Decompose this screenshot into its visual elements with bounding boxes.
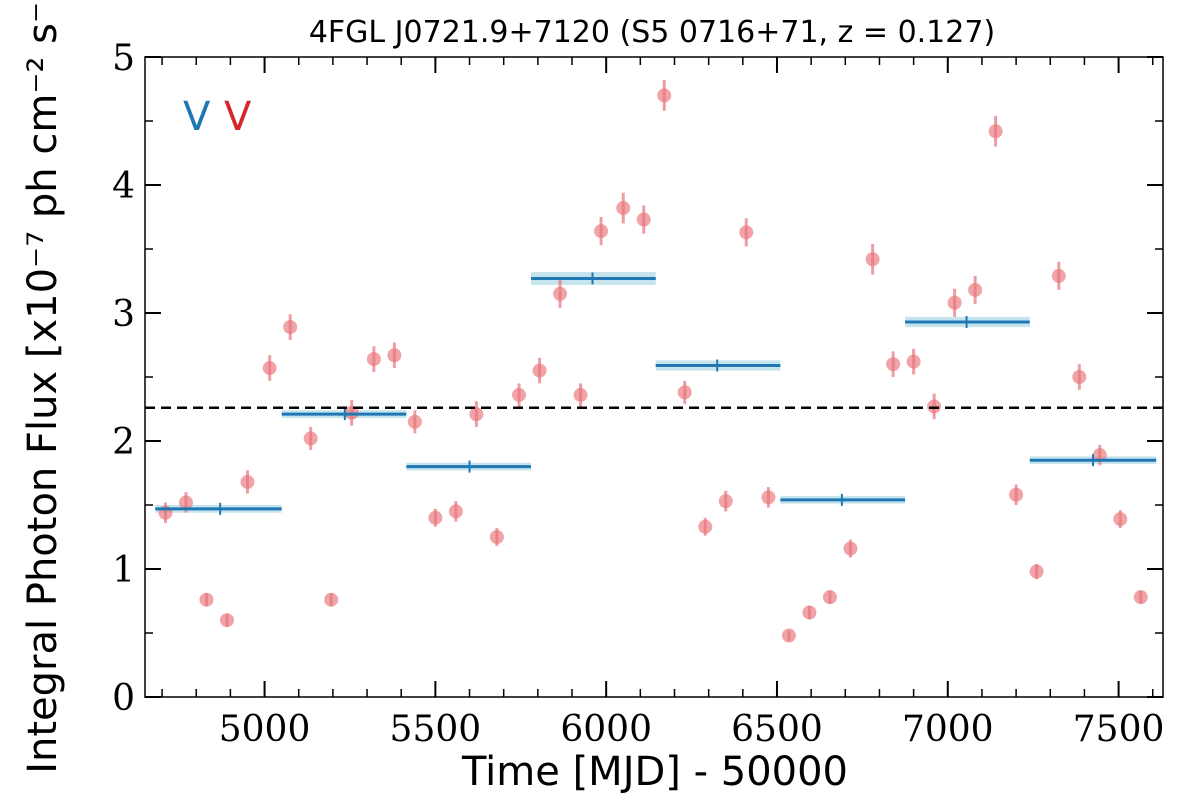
bin-lines-layer (155, 272, 1157, 515)
data-point (553, 286, 568, 301)
data-point (407, 414, 422, 429)
data-point (1092, 448, 1107, 463)
y-tick-label: 5 (112, 38, 135, 79)
legend-entry-blue: V (183, 94, 211, 140)
x-tick-label: 6000 (560, 709, 652, 750)
x-tick-label: 5000 (219, 709, 311, 750)
x-tick-label: 5500 (390, 709, 482, 750)
data-point (448, 504, 463, 519)
data-point (968, 282, 983, 297)
data-point (698, 519, 713, 534)
data-point (303, 431, 318, 446)
data-point (802, 605, 817, 620)
data-point (199, 592, 214, 607)
data-point (677, 385, 692, 400)
data-point (739, 225, 754, 240)
data-point (886, 357, 901, 372)
data-point (283, 320, 298, 335)
data-point (1113, 512, 1128, 527)
data-point (636, 212, 651, 227)
x-tick-label: 7500 (1073, 709, 1165, 750)
x-axis-title: Time [MJD] - 50000 (461, 749, 848, 795)
data-point (324, 592, 339, 607)
axis-ticks-layer (145, 56, 1163, 698)
y-axis-title: Integral Photon Flux [x10⁻⁷ ph cm⁻² s⁻¹] (20, 0, 66, 774)
data-point (489, 530, 504, 544)
data-point (781, 628, 796, 643)
data-point (178, 495, 193, 510)
data-point (594, 224, 609, 239)
data-point (657, 88, 672, 103)
data-point (1133, 590, 1148, 605)
plot-frame (144, 56, 1164, 698)
chart-title: 4FGL J0721.9+7120 (S5 0716+71, z = 0.127… (309, 15, 995, 50)
y-tick-label: 4 (112, 166, 135, 207)
data-point (843, 541, 858, 556)
data-point (428, 510, 443, 525)
data-point (906, 354, 921, 369)
data-point (718, 494, 733, 509)
legend: V V (183, 94, 252, 140)
data-point (761, 490, 776, 505)
data-point (947, 295, 962, 310)
data-points-layer (158, 80, 1148, 643)
y-tick-label: 0 (112, 678, 135, 719)
bin-band-layer (155, 272, 1157, 513)
data-point (1051, 268, 1066, 283)
data-point (927, 399, 942, 414)
data-point (366, 352, 381, 367)
data-point (865, 252, 880, 267)
data-point (573, 387, 588, 402)
data-point (988, 124, 1003, 139)
x-tick-labels: 5000 5500 6000 6500 7000 7500 (219, 709, 1165, 750)
y-tick-label: 1 (112, 550, 135, 591)
data-point (822, 590, 837, 605)
data-point (512, 387, 527, 402)
data-point (262, 361, 277, 376)
data-point (240, 474, 255, 489)
data-point (532, 363, 547, 378)
x-tick-label: 6500 (731, 709, 823, 750)
data-point (1029, 564, 1044, 579)
data-point (219, 613, 234, 628)
data-point (387, 348, 402, 363)
y-tick-labels: 0 1 2 3 4 5 (112, 38, 135, 719)
data-point (1072, 370, 1087, 384)
plot-area (145, 80, 1163, 643)
y-tick-label: 2 (112, 422, 135, 463)
x-tick-label: 7000 (902, 709, 994, 750)
legend-entry-red: V (224, 94, 252, 140)
data-point (1009, 487, 1024, 502)
y-tick-label: 3 (112, 294, 135, 335)
data-point (469, 407, 484, 422)
data-point (616, 201, 631, 216)
